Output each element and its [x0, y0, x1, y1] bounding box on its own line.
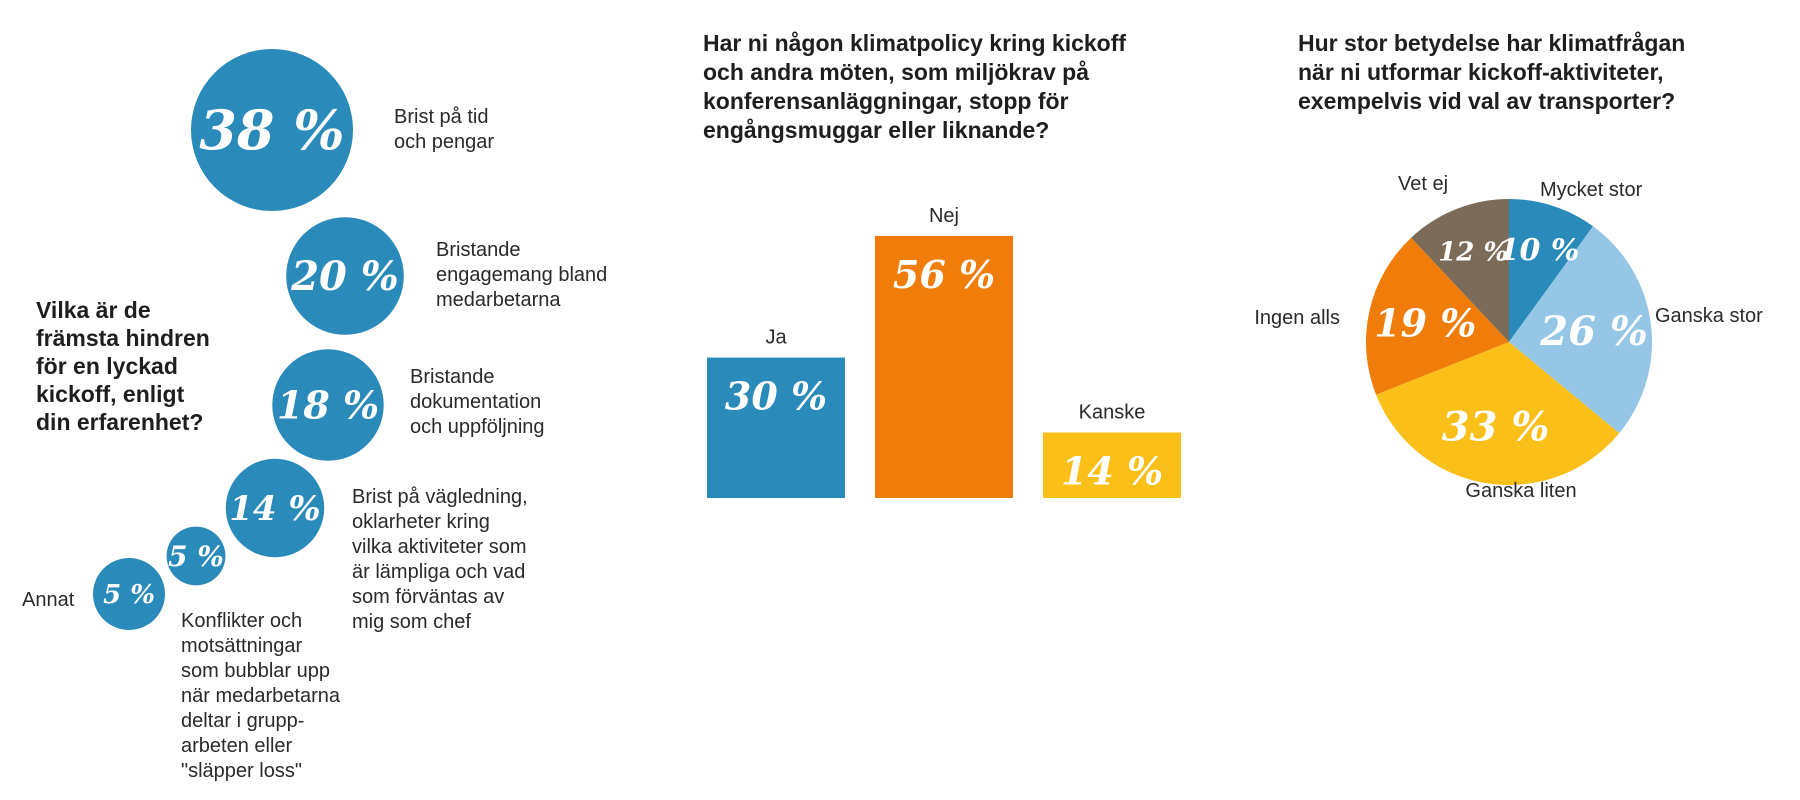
bubble-circle — [191, 49, 353, 211]
bubble-circle — [225, 458, 325, 558]
bubble-circle — [166, 526, 226, 586]
pie-value-label: 12 % — [1438, 238, 1508, 268]
pie-value-label: 10 % — [1499, 233, 1580, 268]
pie-value-label: 33 % — [1442, 404, 1550, 451]
pie-slice — [1411, 199, 1509, 342]
pie-category-label: Ganska liten — [1465, 480, 1576, 502]
bubble-value-label: 5 % — [103, 580, 155, 610]
bubble-category-label: Bristande engagemang bland medarbetarna — [436, 239, 607, 311]
bubble-category-label: Konflikter och motsättningar som bubblar u… — [181, 610, 341, 782]
bar — [707, 357, 845, 498]
pie-category-label: Ingen alls — [1254, 307, 1340, 329]
bar-category-label: Kanske — [1079, 401, 1146, 423]
bubble-category-label: Brist på tid och pengar — [394, 106, 494, 153]
bubble-category-label: Bristande dokumentation och uppföljning — [410, 366, 545, 438]
bubble-value-labels: 38 %20 %18 %14 %5 %5 % — [103, 98, 399, 610]
bar-value-label: 56 % — [893, 252, 995, 297]
pie-value-label: 26 % — [1539, 308, 1648, 355]
bar-category-label: Ja — [765, 327, 787, 349]
pie-slice — [1509, 226, 1652, 434]
pie-category-label: Vet ej — [1398, 173, 1448, 195]
obstacles-bubble-chart: 38 %20 %18 %14 %5 %5 % Brist på tid och p… — [22, 49, 607, 782]
pie-slices — [1365, 199, 1652, 485]
pie-slice — [1509, 199, 1594, 342]
bubble-category-labels: Brist på tid och pengar Bristande engageman… — [22, 106, 607, 782]
obstacles-question-title: Vilka är de främsta hindren för en lyckad k… — [36, 297, 210, 435]
bars: Ja 30 % Nej 56 % Kanske 14 % — [707, 205, 1181, 499]
climate-policy-bar-chart: Har ni någon klimatpolicy kring kickoff o… — [703, 30, 1181, 499]
bar-category-label: Nej — [929, 205, 959, 227]
climate-policy-question-title: Har ni någon klimatpolicy kring kickoff o… — [703, 30, 1126, 143]
pie-value-labels: 10 % 26 % 33 % 19 % 12 % — [1374, 233, 1648, 451]
bubble-circle — [272, 349, 384, 461]
bubble-value-label: 38 % — [199, 98, 344, 162]
pie-category-labels: Mycket stor Ganska stor Ganska liten Ingen … — [1254, 173, 1763, 502]
bar-value-label: 30 % — [725, 374, 827, 419]
pie-slice — [1376, 342, 1620, 485]
bar-value-label: 14 % — [1061, 448, 1163, 493]
bubble-circle — [286, 217, 404, 335]
bubble-value-label: 18 % — [277, 382, 379, 427]
pie-category-label: Ganska stor — [1655, 305, 1763, 327]
bubble-value-label: 14 % — [229, 489, 320, 529]
pie-category-label: Mycket stor — [1540, 179, 1643, 201]
bubble-value-label: 20 % — [290, 253, 399, 300]
climate-importance-pie-chart: Hur stor betydelse har klimatfrågan när n… — [1254, 30, 1763, 502]
pie-slice — [1365, 237, 1509, 395]
bar — [875, 235, 1013, 499]
bubble-category-label: Annat — [22, 589, 75, 611]
bar — [1043, 432, 1181, 498]
bubble-category-label: Brist på vägledning, oklarheter kring vilk… — [352, 486, 528, 633]
bubble-circles — [93, 49, 404, 630]
bubble-value-label: 5 % — [168, 540, 224, 573]
climate-importance-question-title: Hur stor betydelse har klimatfrågan när n… — [1298, 30, 1685, 114]
bubble-circle — [93, 558, 165, 630]
pie-value-label: 19 % — [1374, 301, 1476, 346]
